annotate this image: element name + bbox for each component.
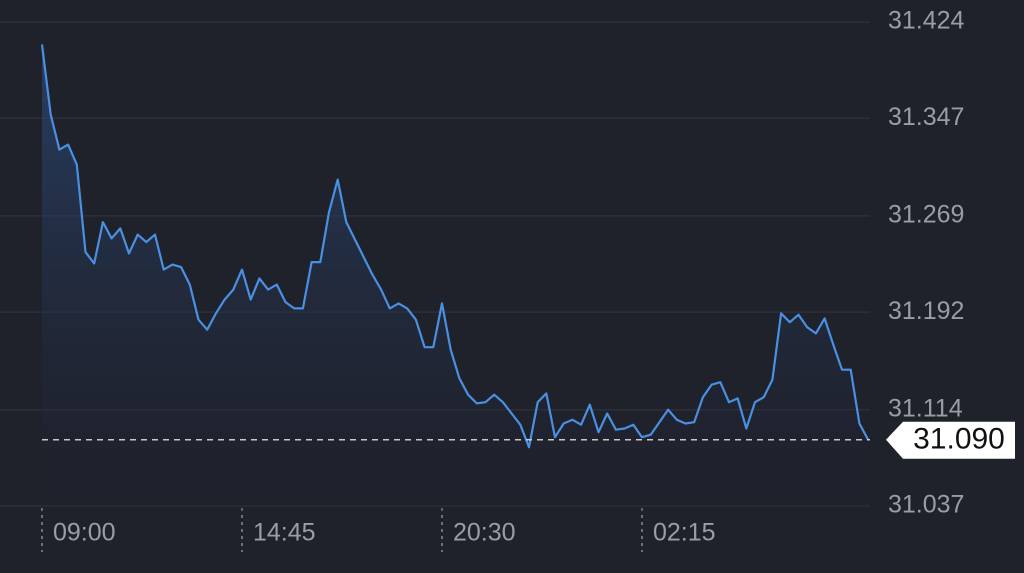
y-tick-label: 31.037 (888, 491, 964, 519)
x-tick-label: 20:30 (453, 519, 516, 547)
y-tick-label: 31.192 (888, 297, 964, 325)
price-line (40, 44, 870, 449)
x-tick-label: 02:15 (653, 519, 716, 547)
y-tick-label: 31.269 (888, 200, 964, 228)
x-tick-label: 14:45 (253, 519, 316, 547)
y-tick-label: 31.347 (888, 103, 964, 131)
last-price-label: 31.090 (913, 423, 1005, 456)
y-tick-label: 31.424 (888, 7, 965, 35)
area-fill (42, 44, 869, 512)
y-tick-label: 31.114 (888, 394, 963, 422)
x-tick-label: 09:00 (53, 519, 116, 547)
last-price-tag (886, 421, 1015, 459)
